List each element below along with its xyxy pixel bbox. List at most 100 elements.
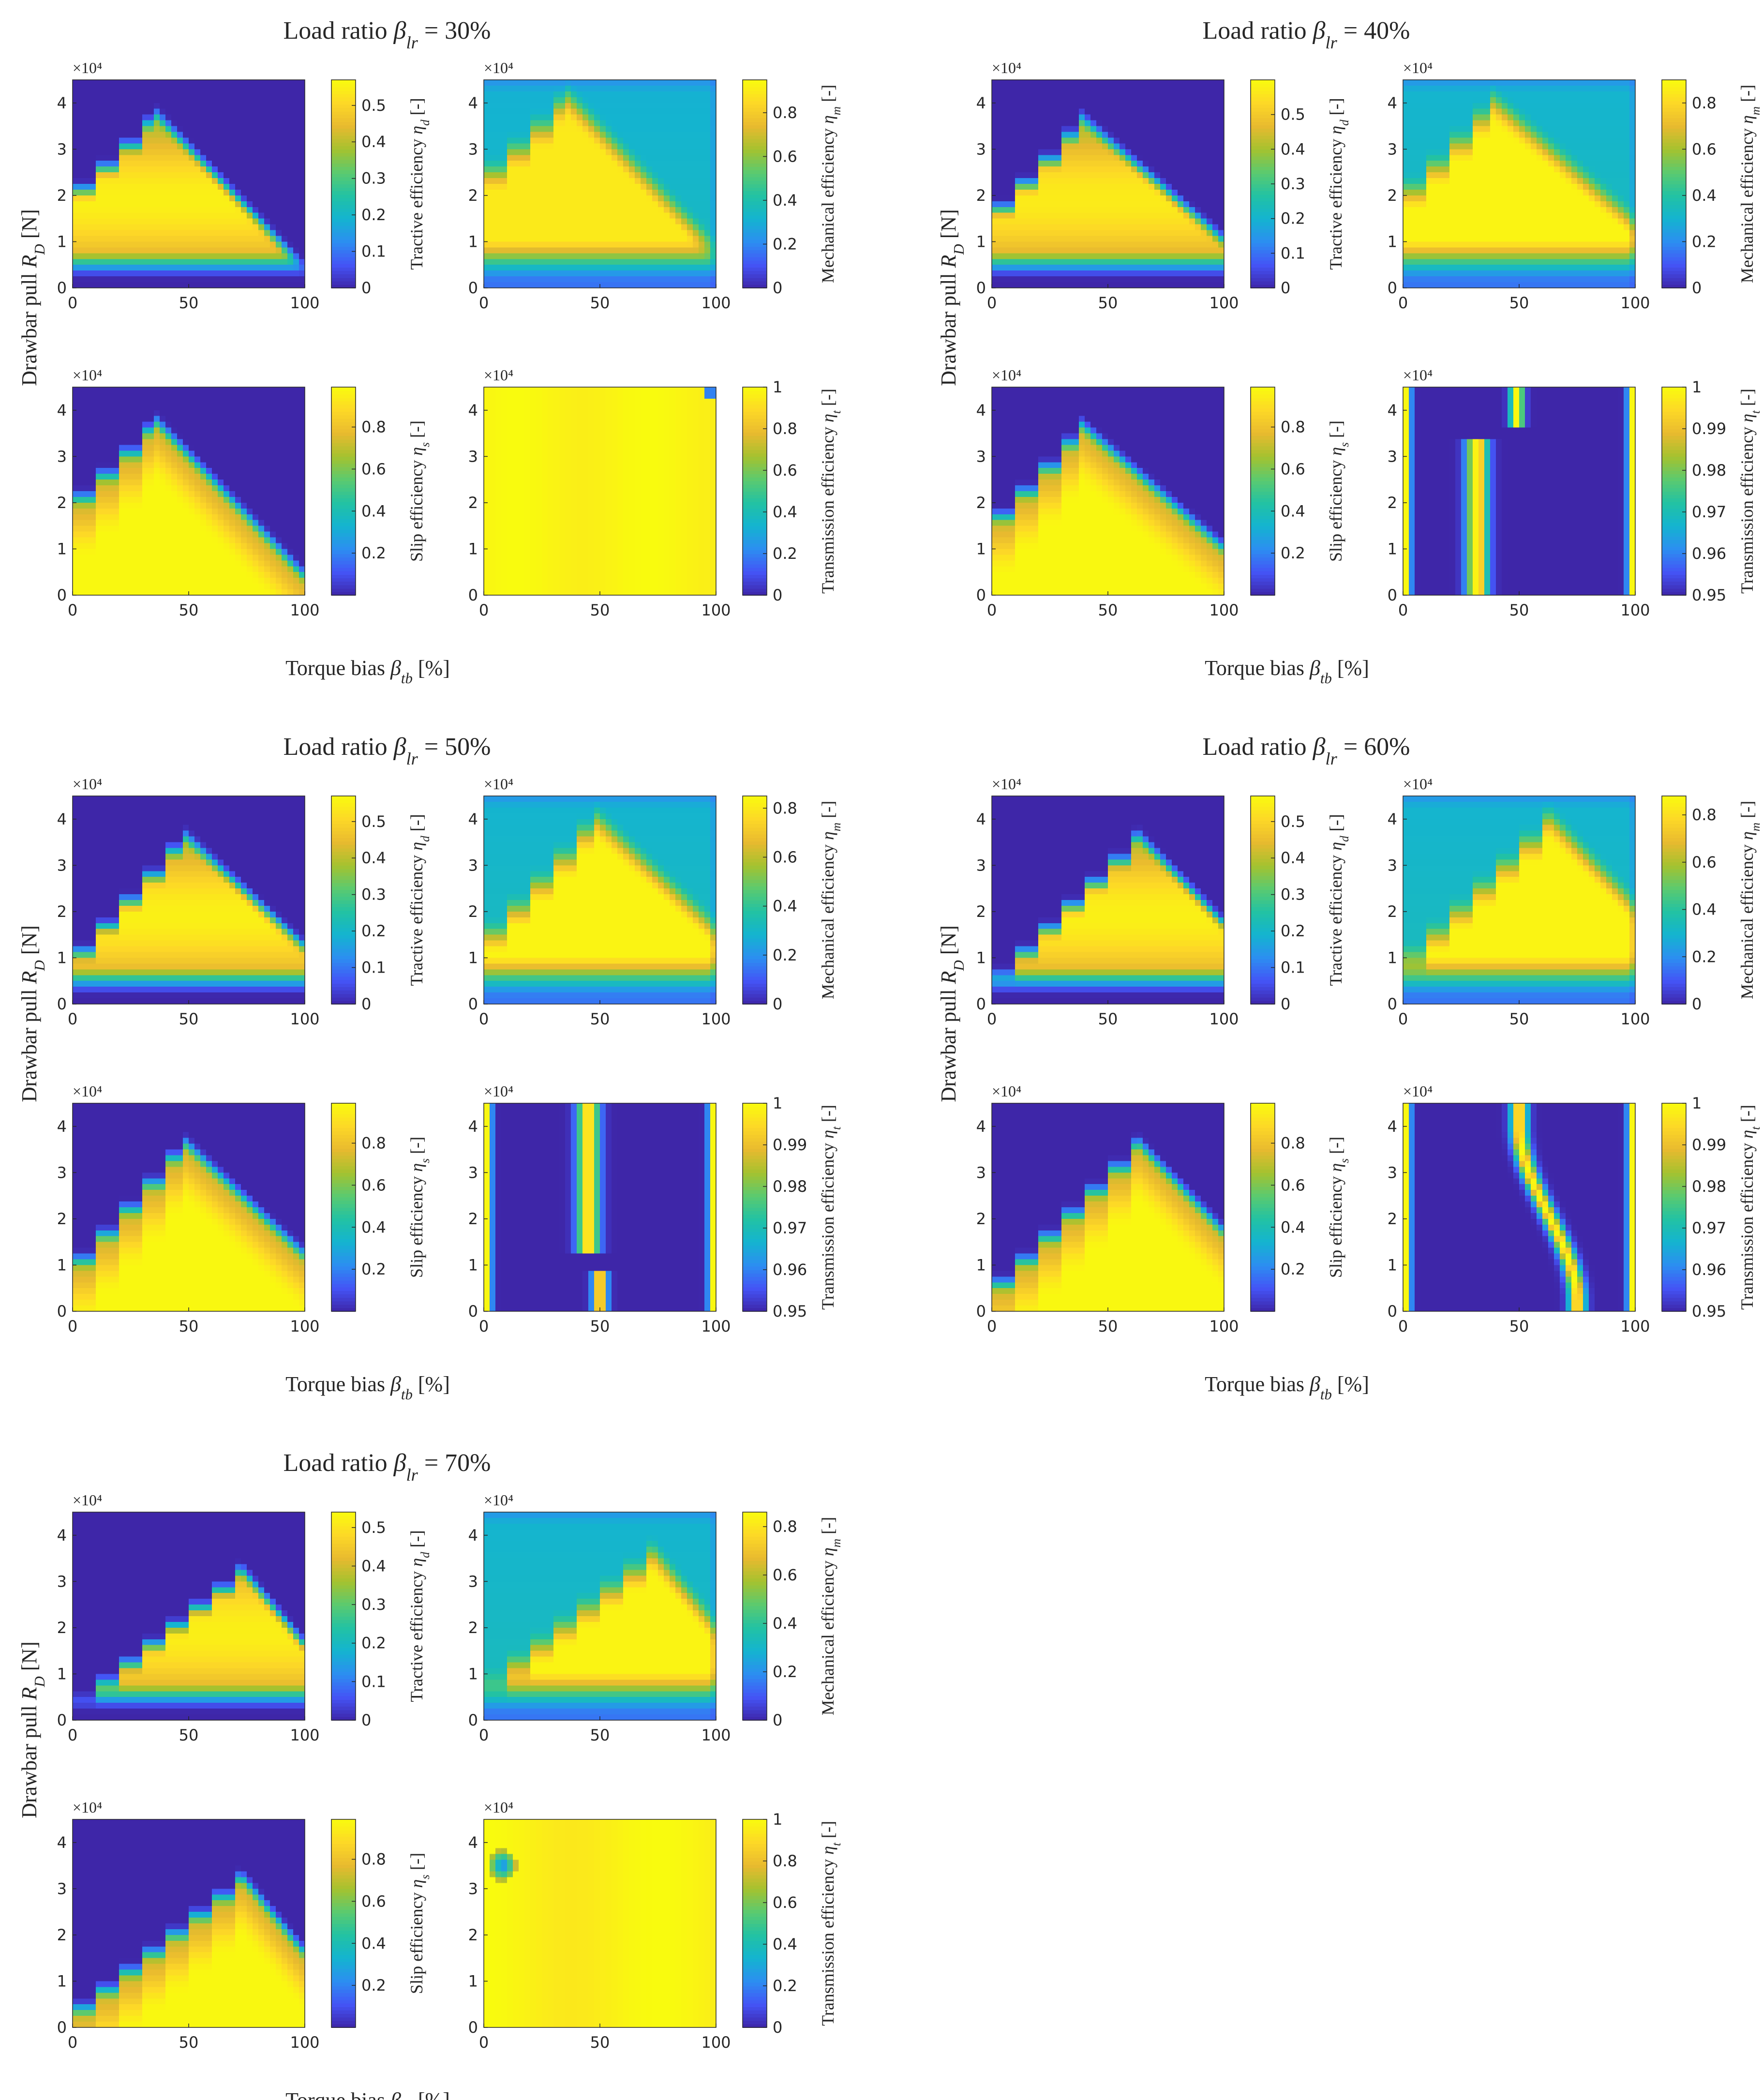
heatmap-cell xyxy=(501,103,508,109)
heatmap-cell xyxy=(652,265,658,271)
heatmap-cell xyxy=(142,143,149,150)
heatmap-cell xyxy=(519,270,525,277)
heatmap-cell xyxy=(704,213,711,219)
heatmap-cell xyxy=(495,120,502,127)
heatmap-cell xyxy=(131,103,137,109)
heatmap-cell xyxy=(113,86,119,92)
heatmap-cell xyxy=(670,195,676,202)
heatmap-cell xyxy=(490,103,496,109)
heatmap-cell xyxy=(270,97,276,104)
heatmap-cell xyxy=(247,115,253,121)
heatmap-cell xyxy=(693,195,699,202)
heatmap-cell xyxy=(258,270,265,277)
heatmap-cell xyxy=(218,213,224,219)
heatmap-cell xyxy=(183,225,189,231)
heatmap-cell xyxy=(264,143,270,150)
heatmap-cell xyxy=(594,282,600,288)
heatmap-cell xyxy=(658,253,664,259)
heatmap-cell xyxy=(218,86,224,92)
heatmap-cell xyxy=(623,219,629,225)
heatmap-cell xyxy=(131,86,137,92)
heatmap-cell xyxy=(165,149,172,155)
heatmap-cell xyxy=(629,166,635,173)
heatmap-cell xyxy=(658,241,664,248)
heatmap-cell xyxy=(119,91,125,98)
heatmap-cell xyxy=(107,103,114,109)
heatmap-cell xyxy=(90,97,96,104)
heatmap-cell xyxy=(73,276,79,283)
x-tick-label: 50 xyxy=(590,294,610,312)
heatmap-cell xyxy=(664,178,670,184)
heatmap-cell xyxy=(646,259,653,265)
heatmap-cell xyxy=(646,276,653,283)
heatmap-cell xyxy=(200,270,207,277)
heatmap-cell xyxy=(484,109,490,115)
colorbar-label: Tractive efficiency ηd [-] xyxy=(407,98,432,270)
heatmap-cell xyxy=(565,149,571,155)
heatmap-cell xyxy=(675,86,682,92)
heatmap-cell xyxy=(565,143,571,150)
heatmap-cell xyxy=(542,155,548,161)
heatmap-cell xyxy=(229,241,236,248)
heatmap-cell xyxy=(78,265,85,271)
heatmap-cell xyxy=(646,184,653,190)
heatmap-cell xyxy=(507,190,513,196)
heatmap-cell xyxy=(519,109,525,115)
heatmap-cell xyxy=(218,259,224,265)
heatmap-cell xyxy=(670,236,676,242)
heatmap-cell xyxy=(658,219,664,225)
heatmap-cell xyxy=(299,161,305,167)
heatmap-cell xyxy=(299,201,305,208)
heatmap-cell xyxy=(264,126,270,133)
heatmap-cell xyxy=(282,178,288,184)
heatmap-cell xyxy=(293,247,299,254)
heatmap-cell xyxy=(588,120,595,127)
heatmap-cell xyxy=(206,225,212,231)
colorbar-swatch xyxy=(331,270,356,274)
heatmap-cell xyxy=(171,190,178,196)
heatmap-cell xyxy=(658,126,664,133)
heatmap-cell xyxy=(519,207,525,213)
heatmap-cell xyxy=(299,172,305,179)
heatmap-cell xyxy=(247,155,253,161)
heatmap-cell xyxy=(606,80,612,86)
heatmap-cell xyxy=(623,241,629,248)
heatmap-cell xyxy=(183,86,189,92)
heatmap-cell xyxy=(253,166,259,173)
heatmap-cell xyxy=(142,225,149,231)
heatmap-cell xyxy=(646,120,653,127)
heatmap-cell xyxy=(513,91,519,98)
heatmap-cell xyxy=(507,161,513,167)
heatmap-cell xyxy=(617,219,624,225)
heatmap-cell xyxy=(131,155,137,161)
heatmap-cell xyxy=(600,230,606,237)
heatmap-cell xyxy=(681,86,687,92)
heatmap-cell xyxy=(299,184,305,190)
heatmap-cell xyxy=(565,155,571,161)
heatmap-cell xyxy=(681,137,687,144)
heatmap-cell xyxy=(664,155,670,161)
heatmap-cell xyxy=(299,253,305,259)
heatmap-cell xyxy=(148,230,154,237)
heatmap-cell xyxy=(513,126,519,133)
heatmap-cell xyxy=(652,132,658,138)
heatmap-cell xyxy=(495,80,502,86)
heatmap-cell xyxy=(553,225,560,231)
heatmap-cell xyxy=(148,143,154,150)
heatmap-cell xyxy=(635,115,641,121)
heatmap-cell xyxy=(675,270,682,277)
heatmap-cell xyxy=(160,166,166,173)
heatmap-cell xyxy=(501,97,508,104)
heatmap-cell xyxy=(241,86,247,92)
heatmap-cell xyxy=(629,213,635,219)
heatmap-cell xyxy=(200,91,207,98)
heatmap-cell xyxy=(148,97,154,104)
heatmap-cell xyxy=(664,143,670,150)
heatmap-cell xyxy=(102,178,108,184)
heatmap-cell xyxy=(641,195,647,202)
heatmap-cell xyxy=(559,282,566,288)
heatmap-cell xyxy=(687,190,693,196)
heatmap-cell xyxy=(617,276,624,283)
heatmap-cell xyxy=(73,149,79,155)
heatmap-cell xyxy=(687,80,693,86)
